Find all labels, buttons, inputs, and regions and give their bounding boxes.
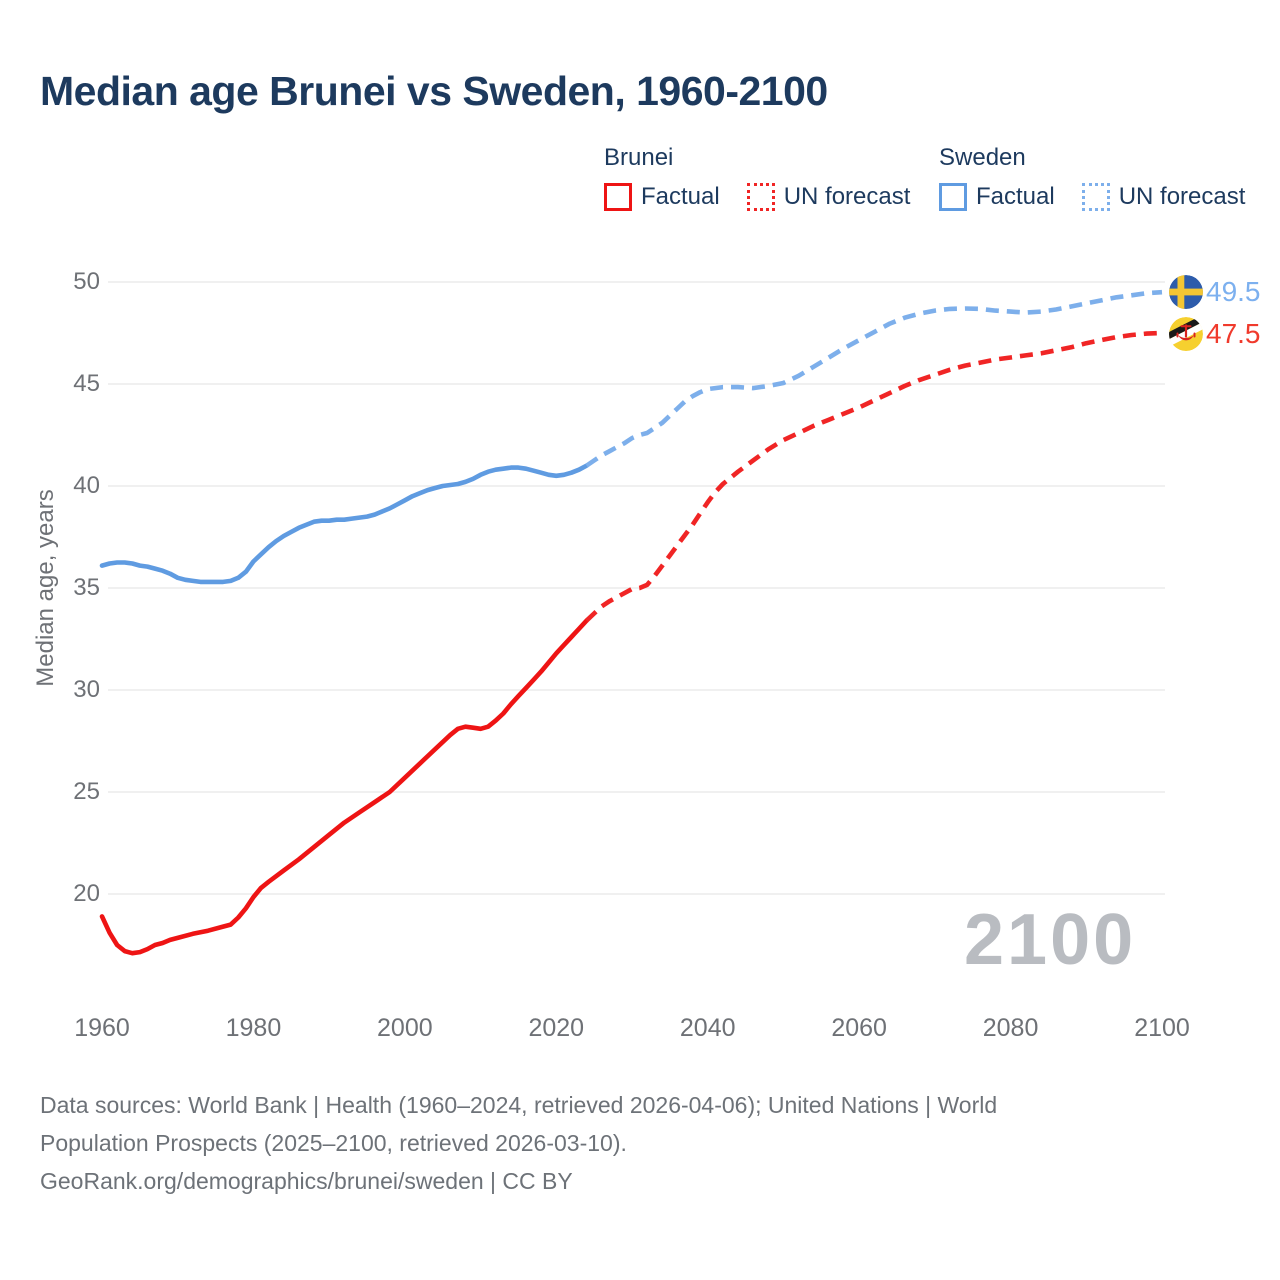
y-tick-label-45: 45 (73, 370, 100, 397)
brunei-flag-icon (1169, 317, 1203, 351)
x-tick-label-2100: 2100 (1134, 1014, 1190, 1042)
x-tick-label-2040: 2040 (679, 1014, 736, 1042)
sweden-factual-swatch-icon (939, 183, 967, 211)
series-line-brunei-un-forecast (585, 330, 1163, 623)
sweden-end-value: 49.5 (1206, 276, 1261, 307)
footer-line-2: Population Prospects (2025–2100, retriev… (40, 1130, 627, 1156)
sweden-flag-icon (1169, 275, 1203, 309)
brunei-end-value: 47.5 (1206, 318, 1261, 349)
legend-header-brunei: Brunei (604, 144, 674, 171)
brunei-forecast-swatch-icon (746, 183, 775, 211)
series-lines (99, 289, 1163, 956)
x-tick-label-2080: 2080 (982, 1014, 1039, 1042)
footer-attribution: Data sources: World Bank | Health (1960–… (40, 1086, 997, 1200)
sweden-forecast-label: UN forecast (1118, 183, 1246, 210)
brunei-forecast-label: UN forecast (783, 183, 911, 210)
legend-row-sweden: Factual UN forecast (939, 183, 1272, 211)
x-tick-label-1960: 1960 (74, 1014, 130, 1042)
y-tick-label-50: 50 (73, 268, 100, 295)
y-tick-label-40: 40 (73, 472, 100, 499)
footer-line-3: GeoRank.org/demographics/brunei/sweden |… (40, 1168, 573, 1194)
brunei-factual-label: Factual (641, 183, 720, 210)
series-line-brunei-factual (99, 618, 589, 956)
legend-group-sweden: Sweden Factual UN forecast (939, 144, 1272, 211)
gridlines (108, 281, 1165, 895)
y-tick-label-25: 25 (73, 778, 100, 805)
footer-line-1: Data sources: World Bank | Health (1960–… (40, 1092, 998, 1118)
x-tick-label-2000: 2000 (377, 1014, 433, 1042)
x-tick-label-2060: 2060 (831, 1014, 887, 1042)
sweden-factual-label: Factual (976, 183, 1055, 210)
y-tick-label-30: 30 (73, 676, 100, 703)
page-title: Median age Brunei vs Sweden, 1960-2100 (40, 68, 828, 114)
x-tick-label-2020: 2020 (528, 1014, 585, 1042)
legend-header-sweden: Sweden (939, 144, 1026, 171)
legend-row-brunei: Factual UN forecast (604, 183, 937, 211)
series-line-sweden-un-forecast (585, 289, 1163, 468)
brunei-factual-swatch-icon (604, 183, 632, 211)
x-tick-label-1980: 1980 (225, 1014, 282, 1042)
watermark-year: 2100 (964, 900, 1137, 980)
sweden-forecast-swatch-icon (1081, 183, 1110, 211)
legend-group-brunei: Brunei Factual UN forecast (604, 144, 937, 211)
y-tick-label-35: 35 (73, 574, 100, 601)
y-tick-label-20: 20 (73, 880, 100, 907)
series-line-sweden-factual (99, 463, 589, 585)
